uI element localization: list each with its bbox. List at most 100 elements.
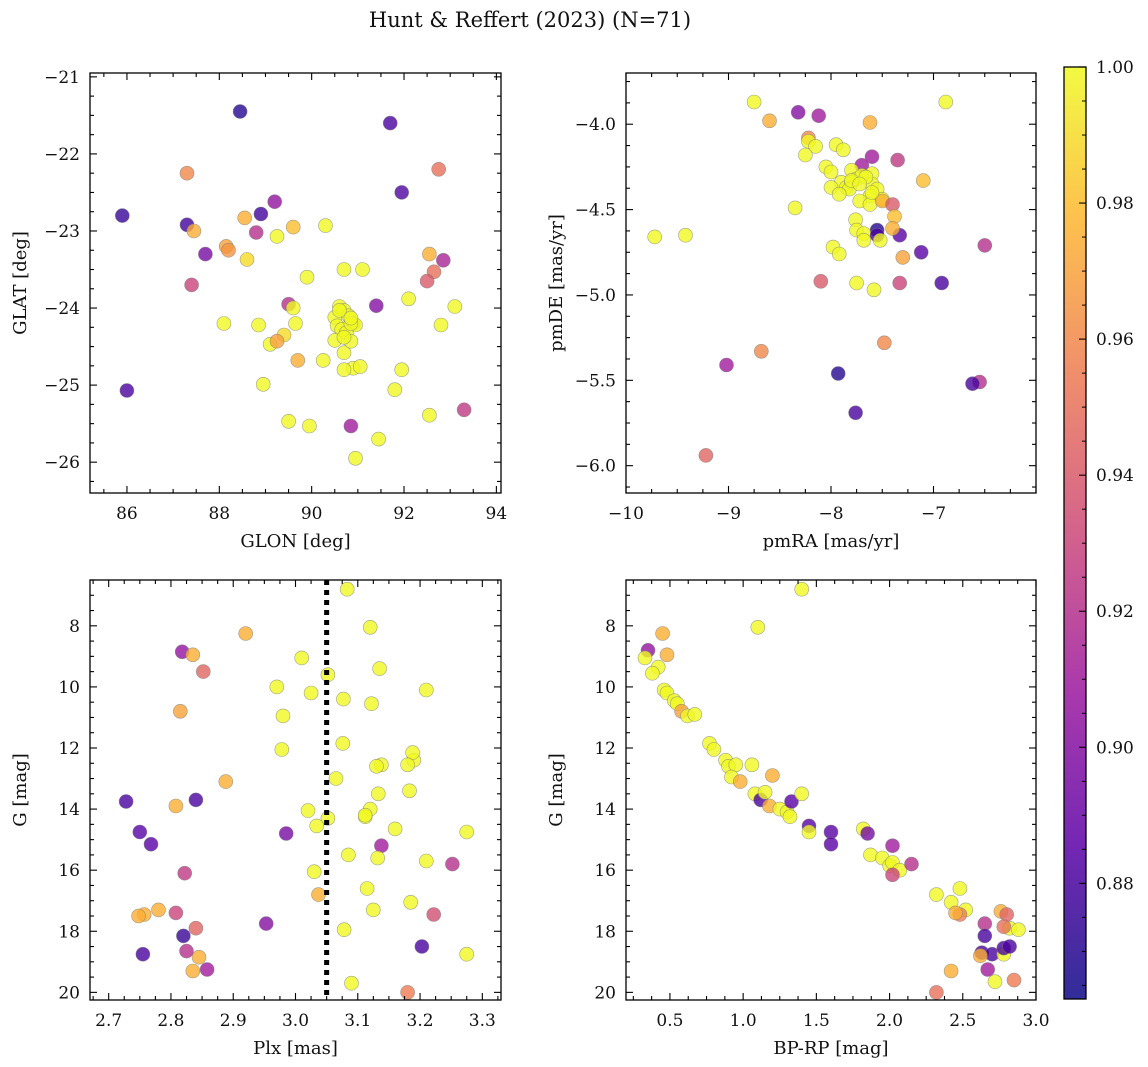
pm-panel: −10 −9 −8 −7 −4.0 −4.5 −5.0 −5.5 −6.0 pmRA [mas/y… <box>546 72 1037 552</box>
data-point <box>678 227 693 243</box>
data-point <box>659 647 675 663</box>
data-point <box>996 919 1012 935</box>
data-point <box>890 152 905 168</box>
y-tick-label: 16 <box>594 861 616 881</box>
data-point <box>198 246 213 262</box>
data-point <box>177 865 192 881</box>
data-point <box>864 185 880 200</box>
data-point <box>637 650 653 666</box>
data-point <box>999 907 1015 922</box>
data-point <box>762 113 777 129</box>
data-point <box>274 742 290 757</box>
data-point <box>798 147 813 163</box>
data-point <box>830 366 846 381</box>
data-points <box>115 104 472 466</box>
data-point <box>698 448 714 463</box>
y-tick-label: −4.0 <box>575 115 616 135</box>
data-point <box>929 985 944 1000</box>
data-point <box>185 647 201 663</box>
data-point <box>744 757 760 773</box>
data-point <box>269 229 285 244</box>
data-point <box>422 246 437 262</box>
data-point <box>872 233 888 248</box>
y-tick-label: −25 <box>44 376 80 396</box>
data-point <box>143 836 159 852</box>
y-tick-label: −26 <box>44 453 80 473</box>
data-point <box>400 757 415 773</box>
data-point <box>426 907 442 922</box>
colorbar: 0.88 0.90 0.92 0.94 0.96 0.98 1.00 <box>1063 58 1134 1000</box>
data-point <box>405 745 420 760</box>
x-tick-label: 3.1 <box>344 1011 371 1031</box>
data-point <box>188 920 204 936</box>
x-tick-label: 2.7 <box>95 1011 122 1031</box>
data-point <box>357 807 373 823</box>
data-point <box>341 847 356 863</box>
x-tick-label: 0.5 <box>656 1011 683 1031</box>
data-point <box>238 626 253 641</box>
data-point <box>303 685 319 701</box>
data-point <box>856 233 872 248</box>
data-point <box>371 431 386 447</box>
data-point <box>948 905 963 921</box>
x-tick-label: −10 <box>608 504 644 524</box>
data-point <box>255 376 271 392</box>
data-point <box>459 824 475 840</box>
y-tick-label: 16 <box>58 861 80 881</box>
data-point <box>374 838 389 854</box>
colorbar-tick-label: 0.98 <box>1096 194 1134 214</box>
data-point <box>431 162 447 177</box>
data-point <box>362 619 378 635</box>
data-point <box>184 277 199 293</box>
y-tick-label: 14 <box>58 800 80 820</box>
data-point <box>285 300 301 316</box>
data-point <box>977 916 993 931</box>
data-point <box>811 108 827 123</box>
y-axis-label: G [mag] <box>546 753 567 826</box>
colorbar-gradient <box>1064 67 1086 999</box>
data-point <box>343 418 359 434</box>
data-point <box>131 908 146 924</box>
data-point <box>864 149 880 164</box>
data-point <box>848 405 863 421</box>
data-point <box>895 250 911 265</box>
y-tick-label: −22 <box>44 145 80 165</box>
x-axis-label: pmRA [mas/yr] <box>763 531 900 552</box>
data-point <box>359 881 375 896</box>
y-tick-label: −21 <box>44 68 80 88</box>
data-point <box>135 946 151 962</box>
y-tick-label: −4.5 <box>575 201 616 221</box>
data-point <box>132 824 148 840</box>
y-tick-label: −5.5 <box>575 371 616 391</box>
data-point <box>232 104 248 119</box>
data-point <box>269 333 285 349</box>
data-point <box>191 949 207 965</box>
data-point <box>973 948 988 964</box>
data-point <box>344 975 359 991</box>
plot-area <box>90 73 501 493</box>
data-point <box>299 269 315 285</box>
data-point <box>115 208 130 223</box>
data-point <box>732 774 748 789</box>
y-tick-label: −6.0 <box>575 457 616 477</box>
data-point <box>887 209 902 224</box>
x-tick-label: 90 <box>301 504 323 524</box>
data-point <box>447 299 463 314</box>
x-tick-label: 3.3 <box>469 1011 496 1031</box>
x-tick-label: 3.0 <box>282 1011 309 1031</box>
x-tick-label: 3.2 <box>407 1011 434 1031</box>
x-tick-label: 1.5 <box>803 1011 830 1031</box>
data-point <box>753 343 769 359</box>
data-point <box>278 826 294 841</box>
data-point <box>336 329 352 345</box>
data-point <box>400 985 415 1000</box>
data-point <box>306 864 322 880</box>
y-tick-label: −23 <box>44 222 80 242</box>
y-tick-label: 12 <box>58 739 80 759</box>
data-point <box>647 229 663 245</box>
y-tick-label: 8 <box>605 617 616 637</box>
y-axis-label: G [mag] <box>10 753 31 826</box>
data-point <box>422 407 437 423</box>
colorbar-tick-label: 0.90 <box>1096 738 1134 758</box>
x-tick-label: −7 <box>921 504 946 524</box>
